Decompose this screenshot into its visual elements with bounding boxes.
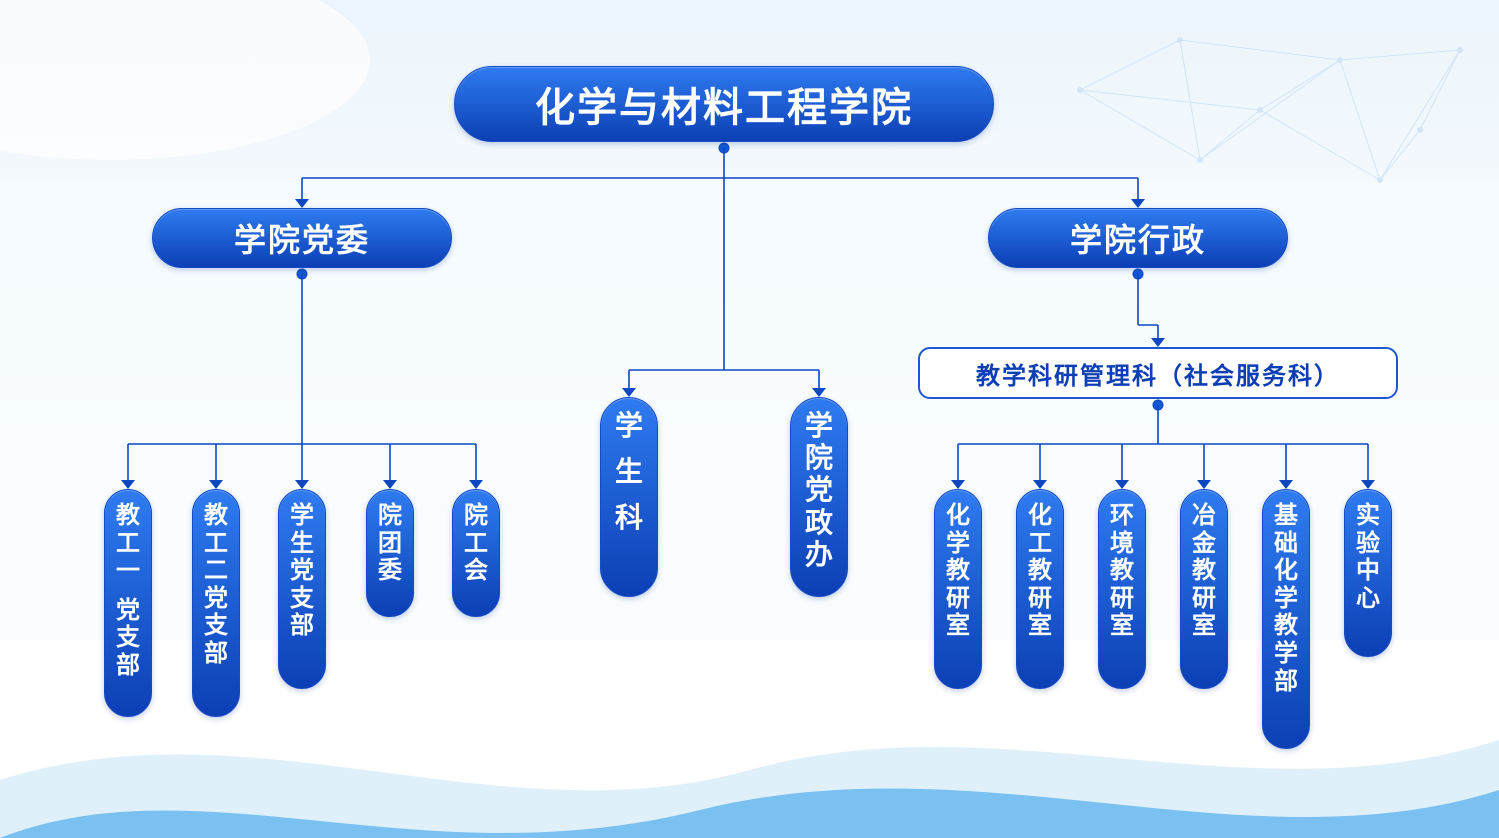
node-admin: 学院行政 xyxy=(988,208,1288,268)
node-p3: 学生党支部 xyxy=(278,489,326,689)
node-c2: 学院党政办 xyxy=(790,397,848,597)
node-m4: 冶金教研室 xyxy=(1180,489,1228,689)
node-m5: 基础化学教学部 xyxy=(1262,489,1310,749)
node-m3: 环境教研室 xyxy=(1098,489,1146,689)
node-root: 化学与材料工程学院 xyxy=(454,66,994,142)
org-chart: 化学与材料工程学院学院党委 学院行政教学科研管理科（社会服务科） 教工一 党支部教工… xyxy=(0,0,1499,838)
node-party: 学院党委 xyxy=(152,208,452,268)
node-p1: 教工一 党支部 xyxy=(104,489,152,717)
node-m2: 化工教研室 xyxy=(1016,489,1064,689)
node-p4: 院团委 xyxy=(366,489,414,617)
node-p5: 院工会 xyxy=(452,489,500,617)
node-m6: 实验中心 xyxy=(1344,489,1392,657)
node-mgmt: 教学科研管理科（社会服务科） xyxy=(918,347,1398,399)
node-p2: 教工二党支部 xyxy=(192,489,240,717)
node-c1: 学 生 科 xyxy=(600,397,658,597)
node-m1: 化学教研室 xyxy=(934,489,982,689)
